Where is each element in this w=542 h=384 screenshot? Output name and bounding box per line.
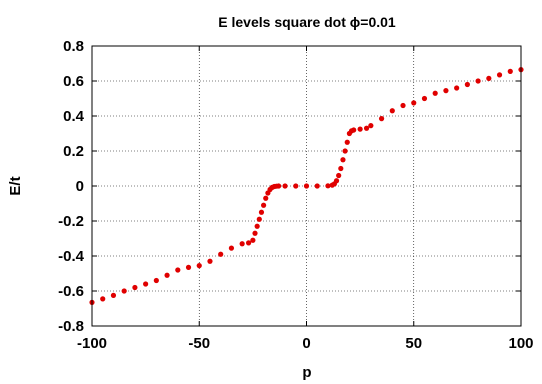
y-axis-label: E/t <box>7 176 24 195</box>
x-tick-label: 50 <box>405 335 422 352</box>
y-tick-label: -0.2 <box>58 213 84 230</box>
data-point <box>378 116 385 122</box>
data-point <box>338 165 344 172</box>
x-tick-label: 100 <box>508 335 533 352</box>
data-point <box>475 78 481 84</box>
data-point <box>303 183 310 189</box>
data-point <box>325 183 331 189</box>
data-point <box>507 68 513 74</box>
data-point <box>263 195 269 201</box>
y-tick-label: -0.6 <box>58 283 84 300</box>
data-point <box>258 209 265 215</box>
data-point <box>153 277 159 284</box>
x-axis-label: p <box>302 364 311 381</box>
data-point <box>357 126 363 132</box>
data-point <box>389 108 395 114</box>
data-point <box>196 263 202 269</box>
data-point <box>342 148 348 154</box>
data-point <box>256 216 262 222</box>
data-point <box>207 258 213 264</box>
data-point <box>132 284 138 291</box>
y-tick-label: 0 <box>76 178 84 195</box>
y-tick-label: 0.4 <box>63 108 85 125</box>
data-point <box>282 183 288 189</box>
data-point <box>443 88 449 94</box>
data-point <box>261 202 267 208</box>
y-tick-label: -0.4 <box>58 248 85 265</box>
data-point <box>336 172 342 179</box>
data-point <box>121 288 127 294</box>
data-point <box>421 95 428 102</box>
data-point <box>344 139 350 145</box>
data-point <box>496 72 503 78</box>
x-tick-label: -50 <box>188 335 210 352</box>
y-tick-label: 0.6 <box>63 73 84 90</box>
data-point <box>368 123 374 129</box>
chart-title: E levels square dot ϕ=0.01 <box>218 14 396 30</box>
data-point <box>340 157 346 163</box>
data-point <box>276 183 282 189</box>
data-point <box>314 183 320 189</box>
data-point <box>464 81 470 88</box>
data-point <box>411 100 417 106</box>
data-point <box>454 85 460 91</box>
data-point <box>185 264 192 270</box>
data-point <box>333 178 340 184</box>
x-tick-label: 0 <box>302 335 310 352</box>
data-point <box>239 241 245 247</box>
data-points <box>89 67 524 305</box>
y-tick-label: 0.8 <box>63 38 84 55</box>
grid <box>92 46 521 326</box>
data-point <box>486 75 492 81</box>
data-point <box>432 90 438 96</box>
data-point <box>110 292 117 298</box>
data-point <box>254 223 260 229</box>
data-point <box>143 281 149 287</box>
data-point <box>245 240 252 246</box>
data-point <box>250 237 256 243</box>
data-point <box>164 272 170 278</box>
y-tick-label: -0.8 <box>58 318 84 335</box>
data-point <box>293 183 299 189</box>
data-point <box>400 102 406 109</box>
plot-frame <box>91 45 522 327</box>
ticks: -100 -50 0 50 100 0.8 0.6 0.4 0.2 0 -0.2 -0.4 -0.6 -0… <box>58 38 533 352</box>
data-point <box>218 251 224 257</box>
y-tick-label: 0.2 <box>63 143 84 160</box>
data-point <box>228 245 235 251</box>
data-point <box>175 267 181 273</box>
data-point <box>100 296 106 302</box>
data-point <box>363 125 370 131</box>
data-point <box>351 127 357 133</box>
x-tick-label: -100 <box>77 335 107 352</box>
data-point <box>252 230 258 236</box>
